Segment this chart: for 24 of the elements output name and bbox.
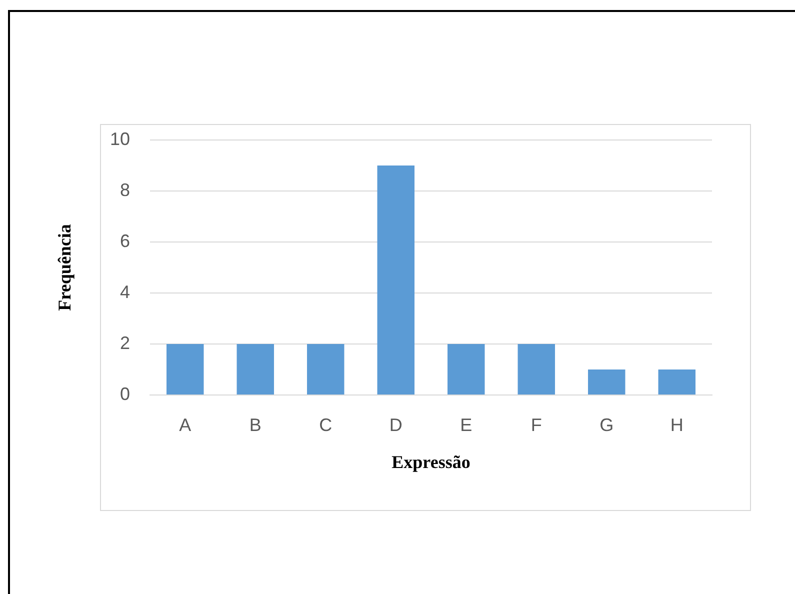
x-tick-label: G — [600, 414, 614, 435]
bar — [166, 344, 204, 394]
x-tick-label: D — [389, 414, 402, 435]
y-tick-label: 6 — [120, 230, 130, 251]
x-tick-label: F — [530, 414, 542, 435]
x-tick-label: B — [249, 414, 262, 435]
x-tick-label: E — [460, 414, 472, 435]
x-axis-title: Expressão — [392, 452, 470, 472]
y-tick-label: 10 — [110, 128, 130, 149]
y-tick-label: 8 — [120, 180, 130, 200]
bar — [658, 370, 696, 394]
y-axis-title: Frequência — [54, 224, 74, 311]
bar — [377, 166, 414, 394]
bar — [448, 344, 485, 394]
bar — [588, 370, 626, 394]
bar — [518, 344, 555, 394]
bar — [307, 344, 344, 394]
x-tick-label: H — [670, 414, 684, 435]
y-tick-label: 2 — [120, 332, 130, 353]
y-tick-label: 4 — [120, 282, 130, 302]
y-tick-label: 0 — [120, 384, 130, 404]
bar — [236, 344, 274, 394]
x-tick-label: C — [319, 414, 332, 435]
x-tick-label: A — [179, 414, 192, 435]
